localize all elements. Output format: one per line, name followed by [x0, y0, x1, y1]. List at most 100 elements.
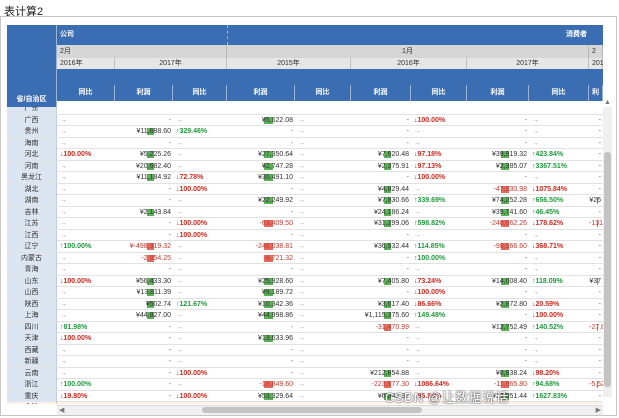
positive-bar	[146, 300, 154, 308]
crosstab-body: 广东 广西 → - → ¥5,622.08 → - ↓100.00% - → - 贵州 → ¥11,688.…	[7, 107, 603, 404]
negative-bar	[146, 243, 154, 250]
segment-header-company[interactable]: 公司	[57, 25, 230, 45]
row-label[interactable]: 青海	[7, 264, 57, 275]
yoy-cell: →	[60, 197, 67, 204]
row-label[interactable]: 浙江	[7, 379, 57, 390]
row-label[interactable]: 山西	[7, 287, 57, 298]
column-header-profit[interactable]: 利润	[467, 85, 529, 101]
table-row: 西藏 → - → - → - → - → -	[7, 344, 603, 356]
profit-cell: ¥44,827.00	[135, 312, 171, 319]
yoy-cell: →	[176, 208, 183, 216]
scroll-up-icon[interactable]: ▲	[604, 99, 611, 106]
yoy-cell: ↓368.71%	[532, 243, 564, 250]
profit-cell: ¥13,951.44	[491, 392, 527, 400]
yoy-cell: →	[298, 346, 305, 354]
profit-cell: ¥30,491.10	[257, 174, 293, 181]
profit-cell: -	[598, 300, 601, 308]
profit-cell: ¥5,225.26	[139, 151, 171, 158]
column-header-profit[interactable]: 利润	[227, 85, 295, 101]
profit-cell: -	[598, 116, 601, 124]
positive-bar	[501, 197, 509, 204]
row-label[interactable]: 黑龙江	[7, 172, 57, 183]
row-label[interactable]: 广西	[7, 114, 57, 126]
positive-bar	[501, 151, 509, 158]
row-label[interactable]: 云南	[7, 367, 57, 379]
yoy-cell: →	[298, 220, 305, 227]
row-label[interactable]: 重庆	[7, 390, 57, 402]
yoy-cell: →	[60, 174, 67, 181]
scroll-right-icon[interactable]: ▶	[595, 407, 601, 414]
table-row: 河南 → ¥20,682.40 → ¥2,747.28 → ¥2,375.91 ↓97.13%…	[7, 160, 603, 172]
row-label[interactable]: 湖南	[7, 195, 57, 206]
row-label[interactable]: 天津	[7, 333, 57, 344]
positive-bar	[264, 289, 273, 296]
header-band	[57, 69, 603, 85]
row-label[interactable]: 新疆	[7, 356, 57, 367]
row-label[interactable]: 辽宁	[7, 241, 57, 252]
profit-cell: -	[598, 392, 601, 400]
row-label[interactable]: 江西	[7, 229, 57, 241]
row-label[interactable]: 合计	[7, 402, 57, 404]
profit-cell: -246,038.81	[255, 243, 293, 250]
positive-bar	[264, 392, 273, 400]
row-label[interactable]: 江苏	[7, 218, 57, 229]
row-label[interactable]: 广东	[7, 107, 57, 114]
table-row: 四川 ↑81.98% - → - → -31,470.99 → ¥12,752.49 ↑140.5…	[7, 321, 603, 333]
yoy-cell	[529, 107, 589, 114]
profit-cell: -	[406, 231, 409, 239]
yoy-cell: ↓100.00%	[414, 289, 446, 296]
profit-cell: -	[168, 197, 171, 204]
column-header-profit[interactable]: 利润	[589, 85, 603, 112]
profit-cell: -	[406, 289, 409, 296]
column-header-profit[interactable]: 利润	[115, 85, 173, 101]
row-label[interactable]: 湖北	[7, 183, 57, 195]
column-header-yoy[interactable]: 同比	[57, 85, 115, 101]
column-header-yoy[interactable]: 同比	[295, 85, 351, 101]
watermark-text: CSDN @让数据说话	[385, 390, 510, 405]
row-label[interactable]: 海南	[7, 137, 57, 149]
row-label[interactable]: 西藏	[7, 344, 57, 356]
vertical-scrollbar[interactable]: ▲	[603, 99, 612, 397]
profit-cell: -	[524, 116, 527, 124]
profit-cell: -	[598, 139, 601, 147]
yoy-cell: →	[298, 335, 305, 342]
column-header-yoy[interactable]: 同比	[173, 85, 227, 101]
month-header: 2月	[57, 45, 227, 58]
positive-bar	[384, 277, 392, 285]
positive-bar	[146, 208, 154, 216]
row-label[interactable]: 上海	[7, 310, 57, 321]
row-label[interactable]: 山东	[7, 275, 57, 287]
column-header-yoy[interactable]: 同比	[529, 85, 589, 101]
vertical-scroll-thumb[interactable]	[604, 152, 611, 387]
row-label[interactable]: 贵州	[7, 126, 57, 137]
profit-cell: -	[290, 231, 293, 239]
column-header-yoy[interactable]: 同比	[411, 85, 467, 101]
profit-cell: ¥74,252.28	[491, 197, 527, 204]
yoy-cell: ↓100.00%	[60, 277, 92, 285]
scroll-left-icon[interactable]: ◀	[59, 407, 65, 414]
profit-cell: -	[290, 358, 293, 365]
row-label[interactable]: 吉林	[7, 206, 57, 218]
yoy-cell: →	[414, 139, 421, 147]
horizontal-scroll-thumb[interactable]	[202, 407, 422, 413]
profit-cell: ¥35,741.60	[491, 208, 527, 216]
profit-cell: -11,965.80	[494, 381, 527, 388]
row-label[interactable]: 陕西	[7, 298, 57, 310]
horizontal-scrollbar[interactable]: ◀ ▶	[57, 405, 603, 415]
column-header-profit[interactable]: 利润	[351, 85, 411, 101]
table-row: 山西 → ¥13,811.39 → ¥9,189.72 → - ↓100.00% - → -	[7, 287, 603, 299]
profit-cell: -	[406, 139, 409, 147]
yoy-cell	[529, 402, 589, 404]
profit-cell: -	[168, 185, 171, 193]
row-label[interactable]: 河南	[7, 160, 57, 172]
yoy-cell: →	[532, 128, 539, 135]
yoy-cell: ↓98.20%	[532, 369, 560, 377]
yoy-cell: →	[60, 358, 67, 365]
row-label[interactable]: 四川	[7, 321, 57, 333]
row-dimension-header[interactable]: 省/自治区	[7, 25, 57, 107]
profit-cell: -31,470.99	[375, 323, 409, 331]
segment-header-consumer[interactable]: 消费者	[227, 25, 603, 45]
row-label[interactable]: 内蒙古	[7, 252, 57, 264]
positive-bar	[146, 277, 154, 285]
row-label[interactable]: 河北	[7, 149, 57, 160]
